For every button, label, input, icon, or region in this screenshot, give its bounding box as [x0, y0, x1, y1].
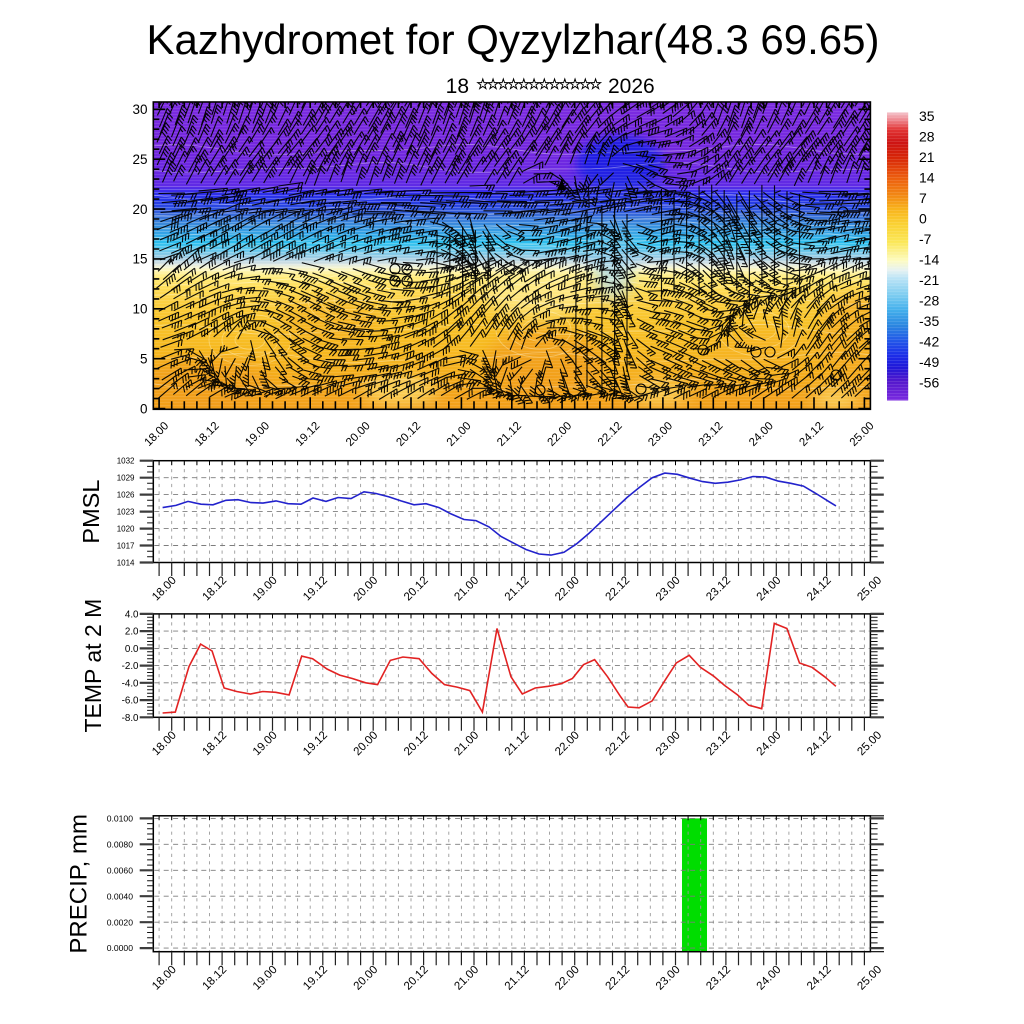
svg-text:-2.0: -2.0	[122, 661, 139, 672]
svg-text:PRECIP, mm: PRECIP, mm	[66, 814, 93, 954]
svg-text:18: 18	[446, 75, 469, 98]
svg-text:-8.0: -8.0	[122, 713, 139, 724]
svg-text:28: 28	[919, 129, 935, 145]
svg-text:PMSL: PMSL	[78, 480, 104, 544]
svg-text:2.0: 2.0	[125, 627, 139, 638]
svg-text:Kazhydromet for Qyzylzhar(48.3: Kazhydromet for Qyzylzhar(48.3 69.65)	[147, 16, 880, 63]
svg-text:-6.0: -6.0	[122, 696, 139, 707]
svg-text:1032: 1032	[117, 457, 135, 466]
svg-text:35: 35	[919, 108, 935, 124]
svg-text:-49: -49	[919, 354, 939, 370]
svg-text:-35: -35	[919, 313, 939, 329]
svg-text:2026: 2026	[608, 75, 655, 98]
svg-text:5: 5	[140, 352, 148, 367]
svg-text:21: 21	[919, 149, 935, 165]
svg-text:0: 0	[140, 401, 148, 416]
svg-text:1023: 1023	[117, 508, 135, 517]
svg-text:14: 14	[919, 170, 935, 186]
svg-text:0.0000: 0.0000	[107, 943, 134, 953]
svg-text:0.0100: 0.0100	[107, 814, 134, 824]
svg-text:-21: -21	[919, 272, 939, 288]
svg-text:4.0: 4.0	[125, 609, 139, 620]
svg-text:10: 10	[132, 302, 147, 317]
svg-text:0.0040: 0.0040	[107, 891, 134, 901]
svg-text:-28: -28	[919, 293, 939, 309]
svg-text:-42: -42	[919, 334, 939, 350]
svg-text:0.0080: 0.0080	[107, 839, 134, 849]
svg-text:-4.0: -4.0	[122, 678, 139, 689]
svg-text:-7: -7	[919, 231, 932, 247]
svg-text:TEMP at 2 M: TEMP at 2 M	[80, 599, 106, 733]
svg-text:1026: 1026	[117, 491, 135, 500]
svg-text:0.0060: 0.0060	[107, 865, 134, 875]
svg-text:1014: 1014	[117, 558, 135, 567]
svg-text:-56: -56	[919, 375, 939, 391]
svg-text:7: 7	[919, 190, 927, 206]
svg-text:15: 15	[132, 252, 147, 267]
svg-text:20: 20	[132, 202, 147, 217]
svg-text:-14: -14	[919, 252, 939, 268]
svg-text:25: 25	[132, 152, 147, 167]
svg-text:0.0: 0.0	[125, 644, 139, 655]
svg-text:1029: 1029	[117, 474, 135, 483]
svg-text:0: 0	[919, 211, 927, 227]
svg-text:1017: 1017	[117, 541, 135, 550]
svg-text:1020: 1020	[117, 524, 135, 533]
svg-text:30: 30	[132, 102, 147, 117]
svg-text:0.0020: 0.0020	[107, 917, 134, 927]
